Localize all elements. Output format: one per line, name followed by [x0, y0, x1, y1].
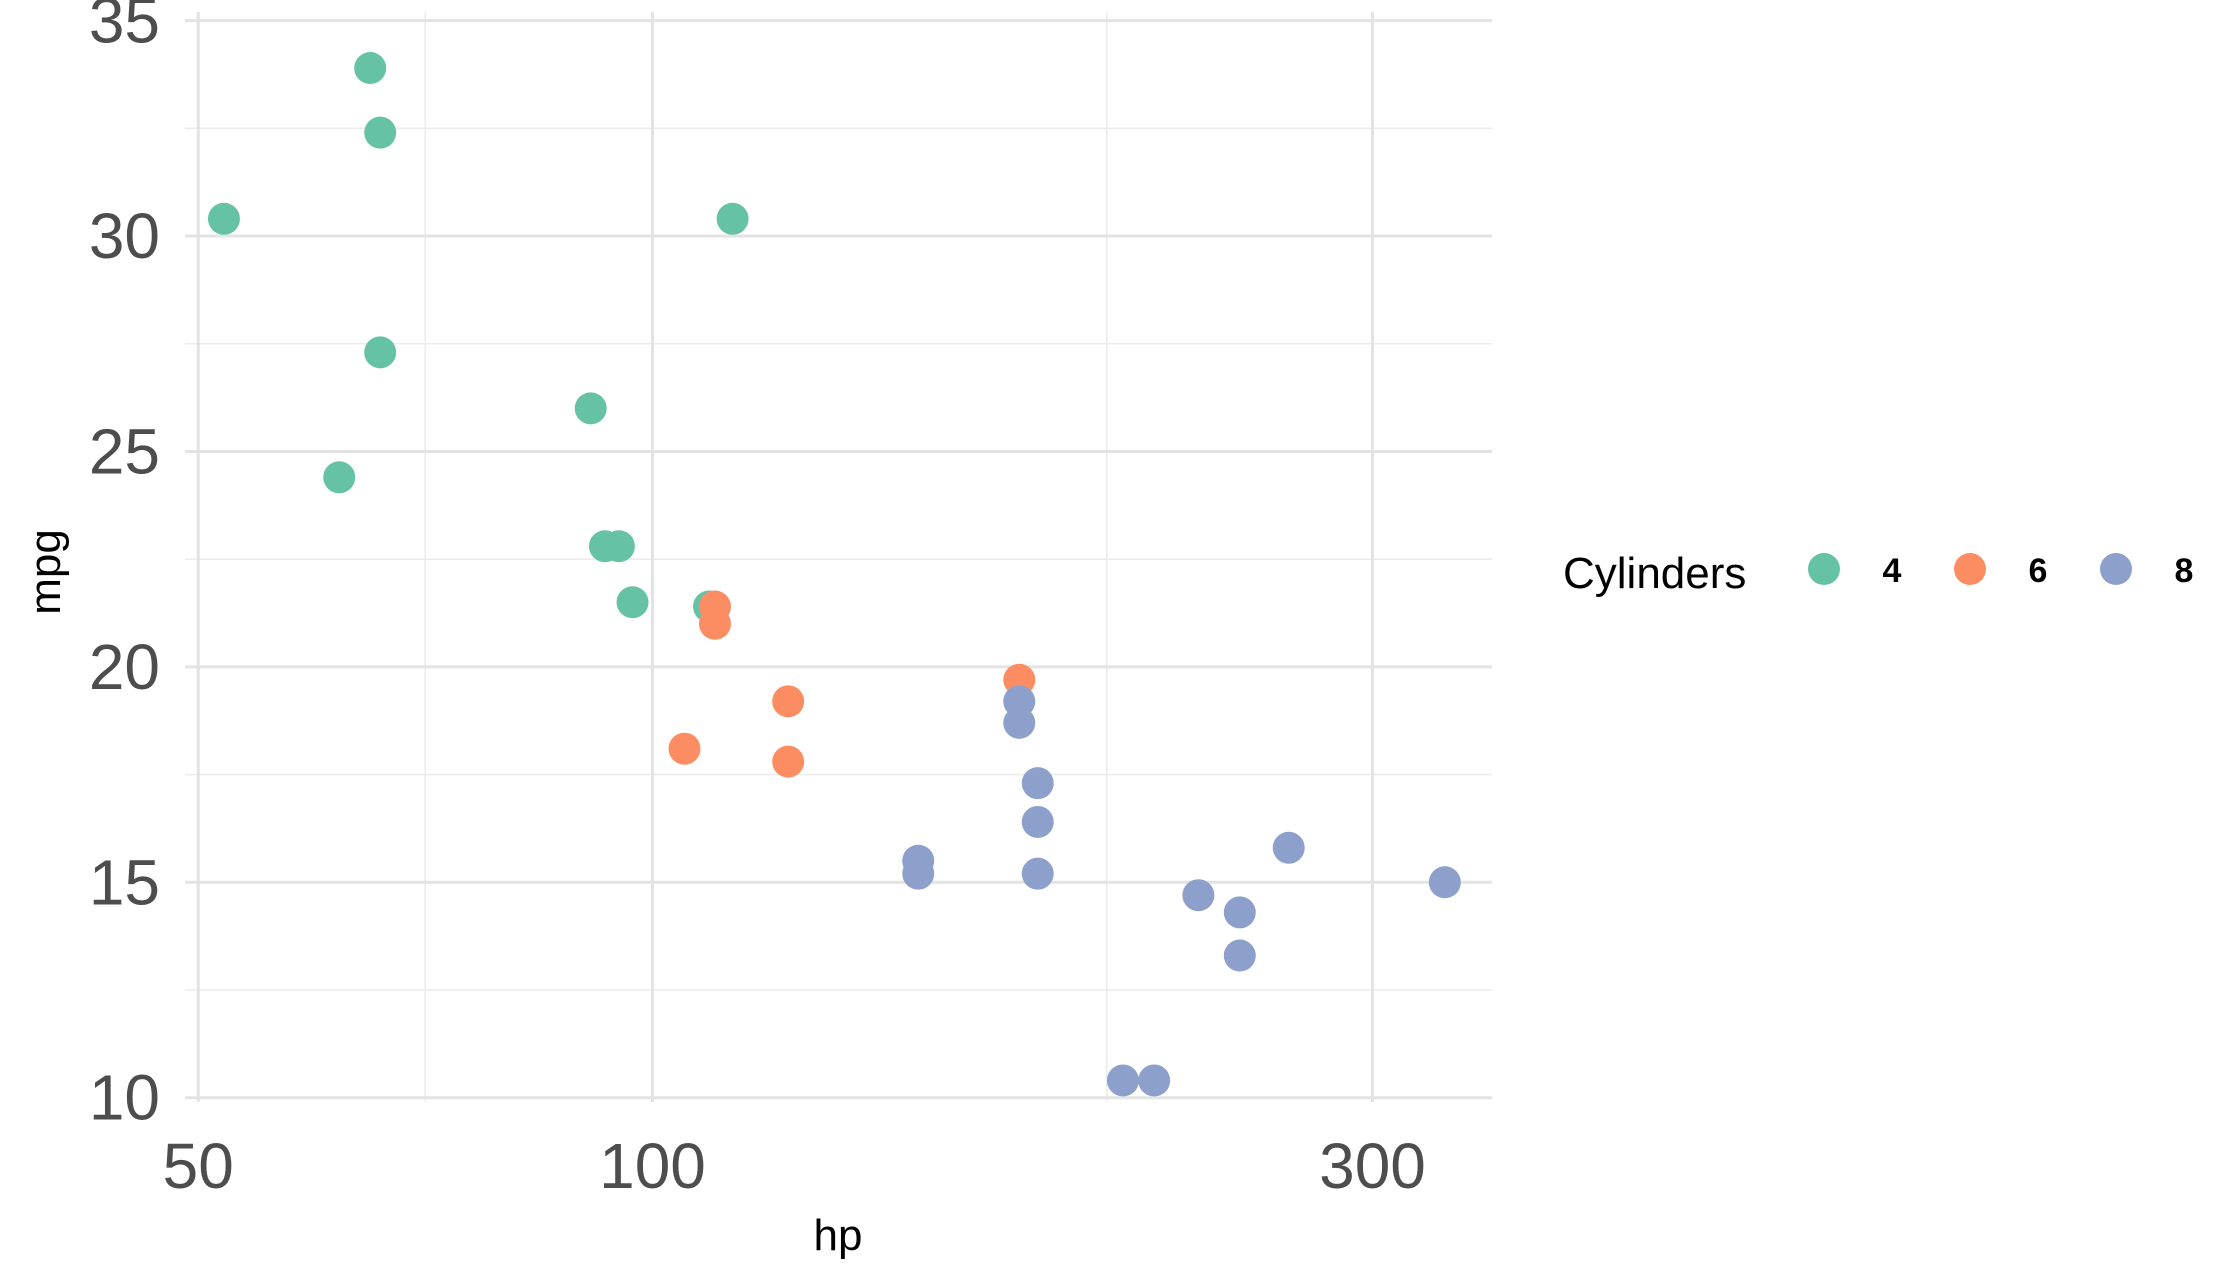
legend-label-4: 4 — [1883, 552, 1902, 590]
data-point-cyl-8 — [1272, 831, 1305, 864]
data-point-cyl-8 — [1223, 939, 1256, 972]
x-axis-title: hp — [814, 1211, 863, 1260]
data-point-cyl-4 — [716, 202, 749, 235]
legend-key-8 — [2100, 553, 2132, 585]
legend: Cylinders 4 6 8 — [1563, 549, 2193, 598]
legend-key-6 — [1954, 553, 1986, 585]
data-points — [207, 52, 1461, 1097]
y-tick-label: 35 — [89, 0, 160, 57]
legend-label-8: 8 — [2175, 552, 2194, 590]
data-point-cyl-4 — [323, 461, 356, 494]
data-point-cyl-6 — [698, 590, 731, 623]
data-point-cyl-4 — [574, 392, 607, 425]
legend-title: Cylinders — [1563, 549, 1746, 598]
data-point-cyl-4 — [364, 336, 397, 369]
data-point-cyl-6 — [772, 685, 805, 718]
y-axis-ticks: 10 15 20 25 30 35 — [89, 0, 160, 1134]
x-axis-ticks: 50 100 300 — [163, 1130, 1426, 1202]
x-tick-label: 50 — [163, 1130, 234, 1202]
minor-gridlines — [185, 12, 1492, 1102]
x-tick-label: 300 — [1319, 1130, 1426, 1202]
data-point-cyl-8 — [1138, 1064, 1171, 1097]
data-point-cyl-8 — [902, 857, 935, 890]
data-point-cyl-8 — [1021, 805, 1054, 838]
y-tick-label: 20 — [89, 631, 160, 703]
y-tick-label: 15 — [89, 846, 160, 918]
legend-items: 4 6 8 — [1808, 552, 2193, 590]
data-point-cyl-4 — [364, 116, 397, 149]
x-tick-label: 100 — [599, 1130, 706, 1202]
data-point-cyl-4 — [354, 52, 387, 85]
data-point-cyl-8 — [1223, 896, 1256, 929]
data-point-cyl-8 — [1428, 866, 1461, 899]
y-axis-title: mpg — [21, 529, 70, 615]
y-tick-label: 10 — [89, 1062, 160, 1134]
data-point-cyl-8 — [1106, 1064, 1139, 1097]
data-point-cyl-6 — [668, 732, 701, 765]
major-gridlines — [185, 12, 1492, 1102]
data-point-cyl-6 — [772, 745, 805, 778]
y-tick-label: 30 — [89, 200, 160, 272]
data-point-cyl-4 — [207, 202, 240, 235]
data-point-cyl-8 — [1021, 767, 1054, 800]
legend-key-4 — [1808, 553, 1840, 585]
data-point-cyl-8 — [1021, 857, 1054, 890]
data-point-cyl-8 — [1182, 879, 1215, 912]
legend-label-6: 6 — [2029, 552, 2048, 590]
data-point-cyl-8 — [1003, 706, 1036, 739]
data-point-cyl-4 — [602, 530, 635, 563]
data-point-cyl-4 — [616, 586, 649, 619]
y-tick-label: 25 — [89, 415, 160, 487]
